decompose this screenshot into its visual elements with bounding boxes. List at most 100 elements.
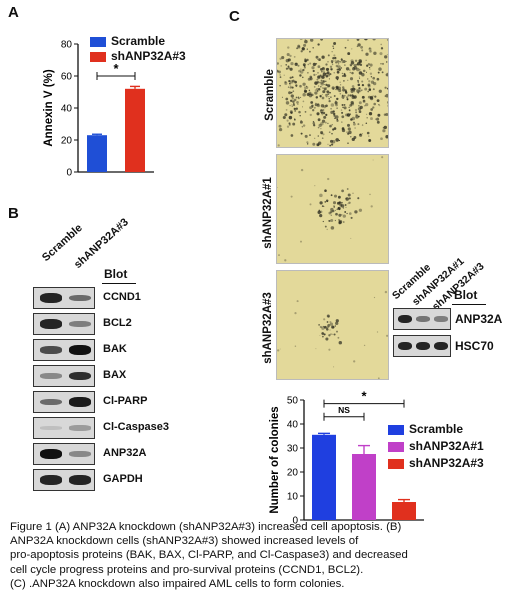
background-speck [277, 187, 278, 188]
y-tick-label: 50 [287, 396, 299, 407]
colony-speck [336, 208, 338, 210]
colony-speck [369, 50, 372, 53]
colony-speck [334, 56, 337, 59]
colony-speck [302, 82, 306, 86]
blot-row-anp32a [393, 308, 451, 330]
colony-speck [330, 107, 332, 110]
colony-speck [374, 118, 377, 120]
colony-speck [326, 321, 329, 323]
legend-label: Scramble [111, 34, 166, 48]
colony-speck [369, 68, 371, 70]
colony-speck [297, 64, 300, 67]
colony-speck [292, 79, 295, 83]
colony-speck [325, 199, 329, 203]
colony-speck [333, 127, 337, 130]
colony-speck [385, 134, 388, 139]
colony-speck [349, 113, 352, 115]
colony-speck [336, 97, 339, 101]
background-speck [373, 296, 376, 299]
colony-speck [341, 201, 343, 204]
colony-speck [340, 58, 343, 61]
colony-speck [329, 322, 334, 326]
colony-speck [320, 109, 323, 112]
colony-speck [323, 115, 327, 119]
colony-speck [291, 86, 294, 89]
colony-speck [341, 61, 344, 64]
legend-label: shANP32A#3 [111, 49, 186, 63]
colony-speck [347, 193, 351, 197]
colony-speck [285, 101, 290, 105]
colony-speck [290, 91, 293, 94]
blot-band [40, 293, 62, 303]
colony-speck [309, 50, 311, 53]
blot-row-cl-parp [33, 391, 95, 413]
colony-speck [361, 95, 365, 99]
colony-speck [289, 76, 292, 79]
colony-speck [317, 82, 319, 84]
colony-speck [349, 94, 352, 97]
colony-speck [359, 77, 361, 79]
blot-row-ccnd1 [33, 287, 95, 309]
colony-speck [331, 325, 335, 329]
colony-speck [342, 207, 345, 209]
colony-speck [336, 118, 339, 121]
colony-speck [370, 117, 373, 121]
colony-speck [321, 70, 323, 73]
background-speck [346, 131, 349, 134]
colony-speck [377, 113, 381, 117]
colony-speck [330, 207, 334, 212]
colony-speck [370, 80, 375, 84]
colony-speck [349, 104, 353, 107]
colony-speck [320, 111, 323, 114]
background-speck [353, 360, 356, 363]
background-speck [319, 334, 321, 336]
colony-speck [322, 220, 324, 223]
blot-b-header: Blot [104, 267, 128, 281]
colony-speck [343, 94, 346, 97]
colony-speck [288, 122, 291, 125]
y-tick-label: 80 [61, 40, 73, 51]
background-speck [300, 68, 302, 70]
panel-a-chart: 0 20 40 60 80 Annexin V (%) * [43, 40, 154, 179]
colony-speck [357, 123, 360, 126]
colony-speck [324, 225, 327, 228]
colony-speck [324, 121, 327, 124]
colony-speck [295, 96, 298, 99]
colony-speck [335, 212, 338, 216]
blot-row-anp32a [33, 443, 95, 465]
colony-speck [355, 111, 358, 114]
colony-speck [307, 72, 309, 74]
background-speck [294, 312, 297, 315]
figure-caption: Figure 1 (A) ANP32A knockdown (shANP32A#… [10, 520, 515, 591]
colony-speck [341, 189, 344, 193]
blot-band [69, 345, 91, 355]
colony-speck [317, 135, 320, 137]
colony-speck [332, 110, 335, 113]
colony-speck [312, 142, 316, 146]
colony-speck [314, 81, 318, 85]
background-speck [368, 80, 371, 83]
colony-speck [367, 90, 370, 93]
colony-speck [337, 207, 340, 210]
colony-speck [334, 101, 338, 105]
colony-speck [329, 91, 331, 94]
colony-speck [305, 85, 308, 87]
blot-band [416, 316, 430, 322]
colony-speck [330, 67, 333, 71]
colony-speck [354, 59, 358, 62]
colony-speck [302, 76, 304, 79]
colony-speck [279, 84, 281, 87]
panel-b-blot: CCND1 BCL2 BAK BAX Cl-PARP Cl-Caspase3 ANP32A G… [33, 287, 233, 495]
legend-label: shANP32A#1 [409, 439, 484, 453]
colony-speck [343, 106, 347, 110]
colony-speck [337, 336, 340, 339]
colony-speck [331, 133, 333, 135]
colony-speck [302, 93, 306, 97]
colony-speck [386, 39, 388, 42]
colony-speck [387, 101, 388, 104]
colony-speck [322, 70, 326, 74]
colony-speck [362, 99, 366, 103]
colony-speck [290, 111, 293, 115]
colony-speck [386, 54, 388, 56]
colony-speck [317, 85, 320, 87]
